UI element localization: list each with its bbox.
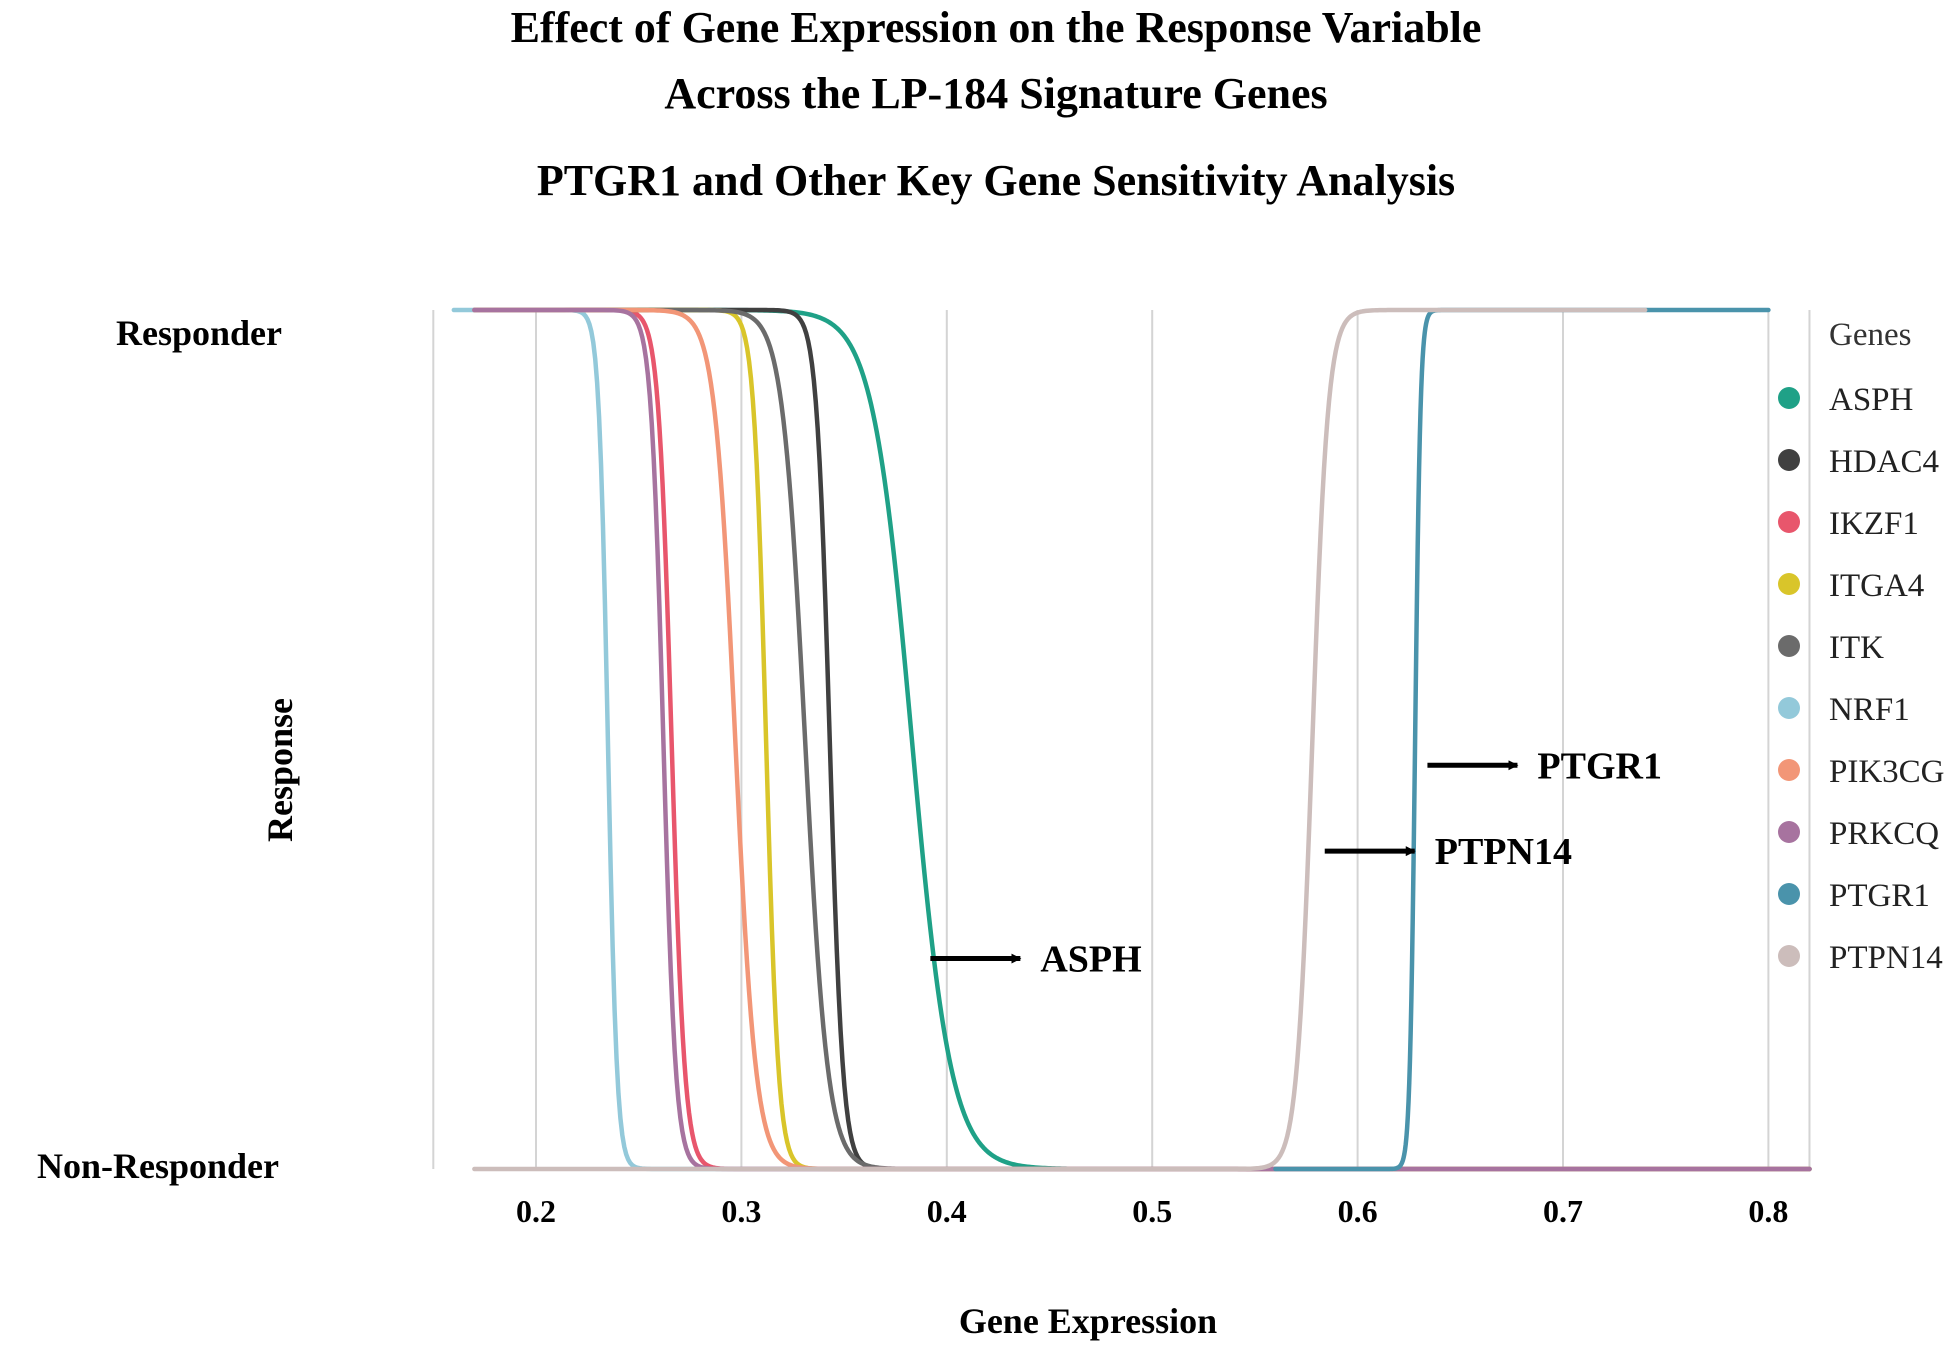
x-tick-label: 0.3 [721, 1193, 761, 1229]
series-line-prkcq [472, 307, 1812, 1172]
plot-area [451, 307, 1812, 1172]
legend-swatch [1778, 449, 1800, 471]
annotations: PTGR1 PTPN14 ASPH [930, 745, 1662, 981]
legend-title: Genes [1829, 317, 1911, 353]
series-line-ikzf1 [472, 307, 1566, 1172]
legend-swatch [1778, 821, 1800, 843]
x-tick-label: 0.8 [1748, 1193, 1788, 1229]
y-label-responder: Responder [116, 313, 282, 353]
annotation-label: ASPH [1040, 939, 1141, 981]
x-tick-label: 0.6 [1338, 1193, 1378, 1229]
y-label-non-responder: Non-Responder [37, 1146, 279, 1186]
legend-item: ASPH [1829, 382, 1913, 418]
annotation-label: PTGR1 [1537, 745, 1662, 787]
legend-swatch [1778, 573, 1800, 595]
x-tick-label: 0.7 [1543, 1193, 1583, 1229]
legend-item: HDAC4 [1829, 444, 1939, 480]
legend-swatch [1778, 883, 1800, 905]
x-axis: 0.2 0.3 0.4 0.5 0.6 0.7 0.8 [516, 1193, 1788, 1229]
legend-swatch [1778, 945, 1800, 967]
chart-subtitle: PTGR1 and Other Key Gene Sensitivity Ana… [537, 156, 1455, 205]
legend-swatch [1778, 759, 1800, 781]
legend-item: ITK [1829, 630, 1884, 666]
chart-title-line-2: Across the LP-184 Signature Genes [664, 69, 1327, 118]
series-line-ptgr1 [1273, 307, 1771, 1172]
chart-title-line-1: Effect of Gene Expression on the Respons… [511, 3, 1482, 52]
grid [432, 310, 1811, 1169]
legend-swatch [1778, 387, 1800, 409]
y-axis-title: Response [260, 698, 300, 842]
legend-item: PTPN14 [1829, 940, 1943, 976]
legend-item: PIK3CG [1829, 754, 1945, 790]
legend-swatch [1778, 511, 1800, 533]
legend-item: PTGR1 [1829, 878, 1930, 914]
annotation-label: PTPN14 [1435, 831, 1572, 873]
legend-item: PRKCQ [1829, 816, 1939, 852]
legend-item: NRF1 [1829, 692, 1910, 728]
legend: ASPH HDAC4 IKZF1 ITGA4 ITK NRF1 PIK3CG PRKCQ PTG… [1778, 382, 1945, 976]
legend-swatch [1778, 635, 1800, 657]
legend-item: IKZF1 [1829, 506, 1919, 542]
legend-swatch [1778, 697, 1800, 719]
x-tick-label: 0.2 [516, 1193, 556, 1229]
x-tick-label: 0.5 [1132, 1193, 1172, 1229]
x-tick-label: 0.4 [927, 1193, 967, 1229]
x-axis-title: Gene Expression [959, 1301, 1217, 1341]
legend-item: ITGA4 [1829, 568, 1924, 604]
series-line-ptpn14 [472, 307, 1648, 1172]
series-line-nrf1 [451, 307, 1812, 1172]
